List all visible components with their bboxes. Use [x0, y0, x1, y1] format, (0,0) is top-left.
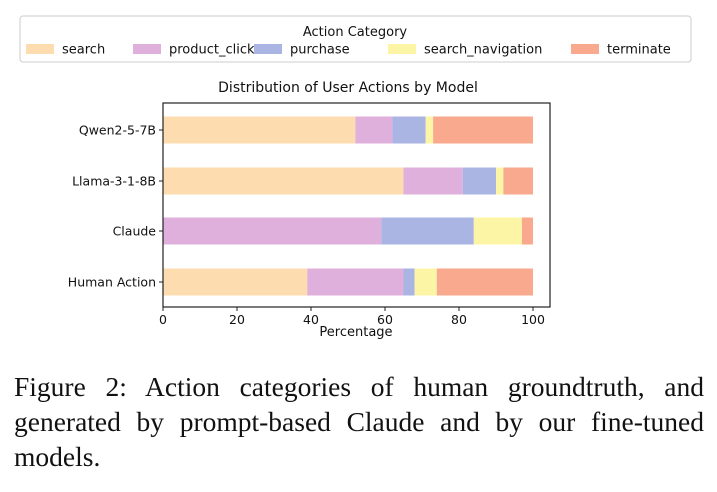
legend-label-product-click: product_click [169, 43, 255, 58]
bar-segment-search-navigation-2 [473, 217, 522, 245]
x-tick-label: 0 [159, 312, 167, 327]
bar-segment-search-0 [163, 116, 356, 144]
x-tick-label: 20 [229, 312, 245, 327]
legend-title: Action Category [303, 25, 408, 40]
legend-swatch-search-navigation [388, 44, 416, 54]
x-axis-label: Percentage [319, 325, 392, 340]
bar-segment-search-navigation-0 [425, 116, 434, 144]
x-tick-label: 80 [451, 312, 467, 327]
x-tick-label: 40 [303, 312, 319, 327]
bar-segment-search-navigation-3 [414, 268, 437, 296]
y-tick-label: Qwen2-5-7B [79, 123, 156, 138]
bar-segment-product-click-3 [307, 268, 404, 296]
bar-segment-product-click-1 [403, 167, 463, 195]
bar-segment-terminate-2 [521, 217, 533, 245]
bar-segment-search-3 [163, 268, 308, 296]
bar-segment-product-click-0 [355, 116, 393, 144]
legend-label-search-navigation: search_navigation [424, 43, 542, 58]
x-tick-label: 60 [377, 312, 393, 327]
bar-segment-purchase-0 [392, 116, 426, 144]
bar-segment-purchase-1 [462, 167, 496, 195]
chart-title: Distribution of User Actions by Model [218, 80, 478, 96]
y-tick-label: Claude [113, 224, 157, 239]
legend-label-terminate: terminate [607, 43, 671, 58]
figure-caption: Figure 2: Action categories of human gro… [14, 371, 704, 472]
legend-box [19, 15, 692, 63]
legend-label-search: search [62, 43, 105, 58]
legend-label-purchase: purchase [290, 43, 350, 58]
plot-frame [162, 102, 551, 308]
y-tick-label: Llama-3-1-8B [72, 174, 156, 189]
x-tick-label: 100 [521, 312, 545, 327]
bar-segment-search-navigation-1 [496, 167, 504, 195]
bar-segment-terminate-3 [436, 268, 533, 296]
bar-segment-purchase-3 [403, 268, 415, 296]
legend: Action Category search product_click purch… [19, 15, 692, 63]
y-tick-label: Human Action [68, 275, 156, 290]
bar-segment-purchase-2 [381, 217, 474, 245]
bar-segment-search-1 [163, 167, 404, 195]
legend-swatch-purchase [254, 44, 282, 54]
legend-swatch-terminate [571, 44, 599, 54]
legend-swatch-search [26, 44, 54, 54]
bar-segment-product-click-2 [163, 217, 382, 245]
legend-swatch-product-click [133, 44, 161, 54]
bar-segment-terminate-1 [503, 167, 533, 195]
bar-segment-terminate-0 [433, 116, 533, 144]
